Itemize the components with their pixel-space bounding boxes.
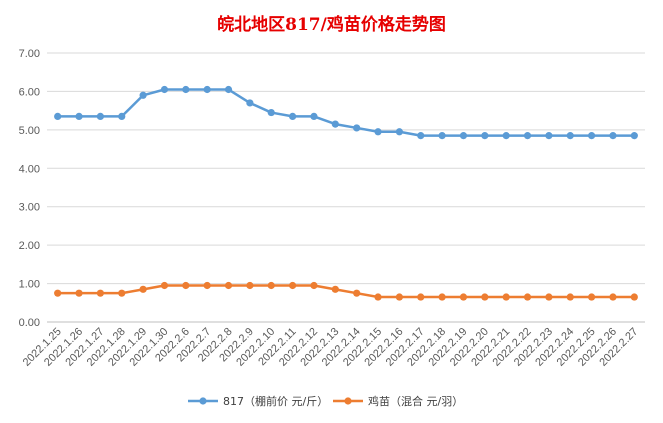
- y-tick-label: 1.00: [19, 279, 40, 291]
- data-point: [289, 112, 297, 121]
- data-point: [118, 112, 126, 121]
- data-point: [246, 99, 254, 107]
- y-axis-ticks: 0.00 1.00 2.00 3.00 4.00 5.00 6.00 7.00: [19, 48, 40, 329]
- y-tick-label: 4.00: [19, 163, 40, 175]
- data-point: [438, 293, 446, 301]
- data-point: [203, 281, 211, 290]
- data-point: [75, 112, 83, 121]
- data-point: [182, 85, 190, 94]
- data-point: [566, 132, 574, 140]
- data-point: [353, 124, 361, 132]
- data-point: [331, 120, 339, 128]
- data-point: [438, 132, 446, 140]
- data-point: [481, 293, 489, 301]
- data-point: [310, 281, 318, 290]
- data-point: [374, 293, 382, 301]
- y-tick-label: 0.00: [19, 317, 40, 329]
- y-tick-label: 6.00: [19, 86, 40, 98]
- y-tick-label: 2.00: [19, 240, 40, 252]
- y-tick-label: 7.00: [19, 48, 40, 60]
- y-tick-label: 5.00: [19, 125, 40, 137]
- legend-item: 817（棚前价 元/斤）: [188, 394, 328, 408]
- data-point: [160, 85, 169, 94]
- data-point: [609, 293, 617, 301]
- data-point: [523, 132, 532, 140]
- data-point: [310, 112, 318, 121]
- y-tick-label: 3.00: [19, 202, 40, 214]
- data-point: [267, 108, 275, 117]
- data-point: [96, 289, 104, 297]
- data-point: [523, 293, 532, 301]
- data-point: [374, 128, 382, 136]
- x-axis-ticks: 2022.1.252022.1.262022.1.272022.1.282022…: [21, 326, 641, 369]
- data-point: [75, 289, 83, 297]
- data-point: [502, 293, 510, 301]
- data-point: [139, 91, 147, 99]
- data-point: [459, 132, 468, 140]
- data-point: [353, 289, 361, 297]
- data-point: [630, 132, 638, 140]
- data-point: [331, 285, 339, 293]
- legend-label: 鸡苗（混合 元/羽）: [368, 394, 463, 408]
- data-point: [459, 293, 468, 301]
- data-point: [224, 281, 233, 290]
- data-point: [54, 289, 62, 297]
- data-point: [96, 112, 104, 121]
- chart-title: 皖北地区817/鸡苗价格走势图: [217, 14, 446, 35]
- series-line: [57, 88, 635, 137]
- legend: 817（棚前价 元/斤） 鸡苗（混合 元/羽）: [188, 394, 463, 408]
- legend-marker: [344, 397, 352, 405]
- data-point: [267, 281, 275, 290]
- data-point: [417, 293, 425, 301]
- data-point: [502, 132, 510, 140]
- legend-item: 鸡苗（混合 元/羽）: [333, 394, 463, 408]
- data-point: [417, 132, 425, 140]
- series-2: [54, 281, 638, 301]
- data-point: [588, 132, 596, 140]
- data-point: [118, 289, 126, 297]
- data-point: [224, 85, 233, 94]
- data-point: [609, 132, 617, 140]
- data-point: [395, 293, 403, 301]
- legend-label: 817（棚前价 元/斤）: [223, 394, 328, 408]
- data-point: [545, 293, 553, 301]
- data-point: [289, 281, 297, 290]
- data-point: [160, 281, 169, 290]
- data-point: [246, 281, 254, 290]
- data-point: [588, 293, 596, 301]
- data-point: [566, 293, 574, 301]
- legend-marker: [199, 397, 207, 405]
- series-line: [57, 284, 635, 299]
- grid-layer: [47, 52, 645, 323]
- data-point: [203, 85, 211, 94]
- data-point: [481, 132, 489, 140]
- data-point: [54, 112, 62, 121]
- data-point: [182, 281, 190, 290]
- series-1: [54, 85, 638, 140]
- data-point: [630, 293, 638, 301]
- data-point: [395, 128, 403, 136]
- data-point: [545, 132, 553, 140]
- series-layer: [54, 85, 638, 301]
- data-point: [139, 285, 147, 293]
